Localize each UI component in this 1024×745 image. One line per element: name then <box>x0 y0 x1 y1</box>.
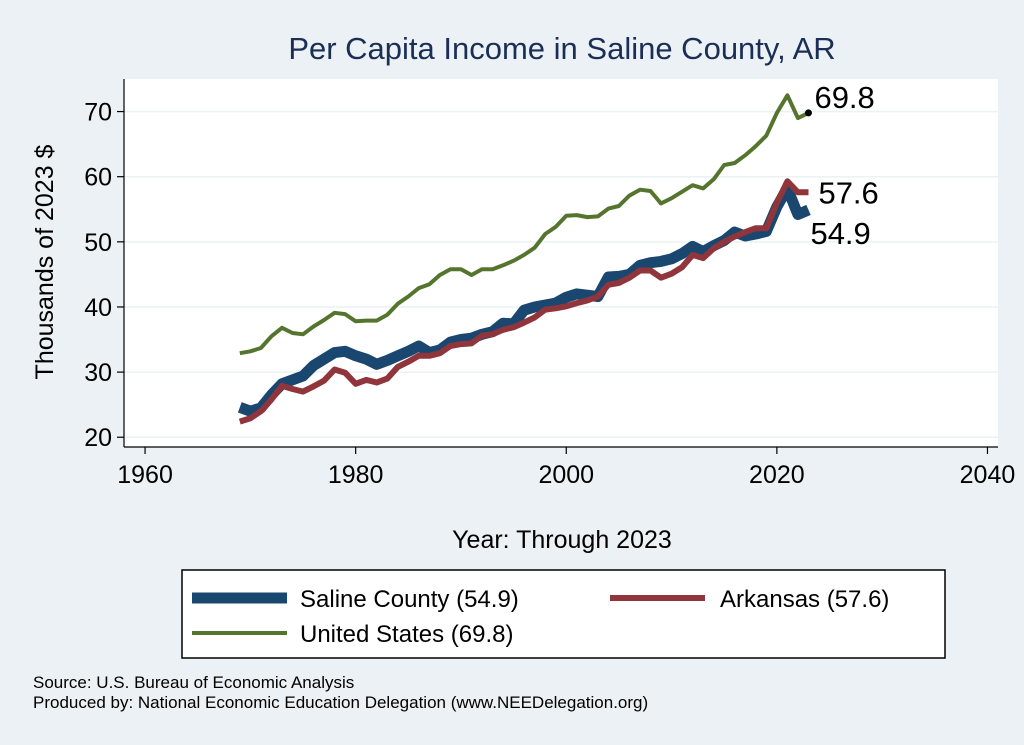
end-label-arkansas: 57.6 <box>818 175 878 210</box>
y-tick-label: 50 <box>84 229 112 257</box>
legend-box <box>181 569 946 659</box>
x-tick-label: 2020 <box>749 461 805 489</box>
x-tick-label: 1980 <box>328 461 384 489</box>
plot-area <box>124 79 998 447</box>
series-lines <box>237 93 811 425</box>
end-labels: 54.9 57.6 69.8 <box>804 80 879 251</box>
x-axis-title: Year: Through 2023 <box>452 526 672 554</box>
producer-line: Produced by: National Economic Education… <box>33 693 648 712</box>
x-tick-label: 2040 <box>960 461 1016 489</box>
y-axis-title: Thousands of 2023 $ <box>31 144 59 379</box>
y-tick-label: 40 <box>84 294 112 322</box>
x-tick-label: 2000 <box>538 461 594 489</box>
end-label-us: 69.8 <box>814 80 874 115</box>
y-tick-label: 30 <box>84 359 112 387</box>
series-line-us <box>239 93 810 356</box>
legend: Saline County (54.9) Arkansas (57.6) Uni… <box>181 569 946 659</box>
source-line: Source: U.S. Bureau of Economic Analysis <box>33 673 354 692</box>
legend-label-saline: Saline County (54.9) <box>300 586 519 613</box>
y-tick-label: 20 <box>84 424 112 452</box>
end-point-us <box>804 109 812 117</box>
series-line-arkansas <box>238 178 809 425</box>
end-label-saline: 54.9 <box>810 216 870 251</box>
chart-title: Per Capita Income in Saline County, AR <box>288 31 835 66</box>
legend-label-arkansas: Arkansas (57.6) <box>720 586 889 613</box>
axes: 20 30 40 50 60 70 1960 1980 2000 2020 2040 <box>84 79 1015 489</box>
legend-label-us: United States (69.8) <box>300 621 513 648</box>
x-tick-label: 1960 <box>117 461 173 489</box>
y-tick-label: 60 <box>84 164 112 192</box>
y-tick-label: 70 <box>84 99 112 127</box>
